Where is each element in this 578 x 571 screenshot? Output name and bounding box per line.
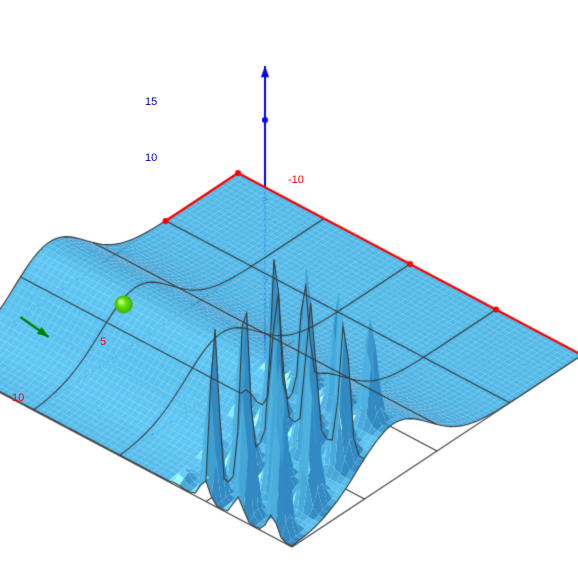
surface-plot-3d[interactable] [0,0,578,571]
